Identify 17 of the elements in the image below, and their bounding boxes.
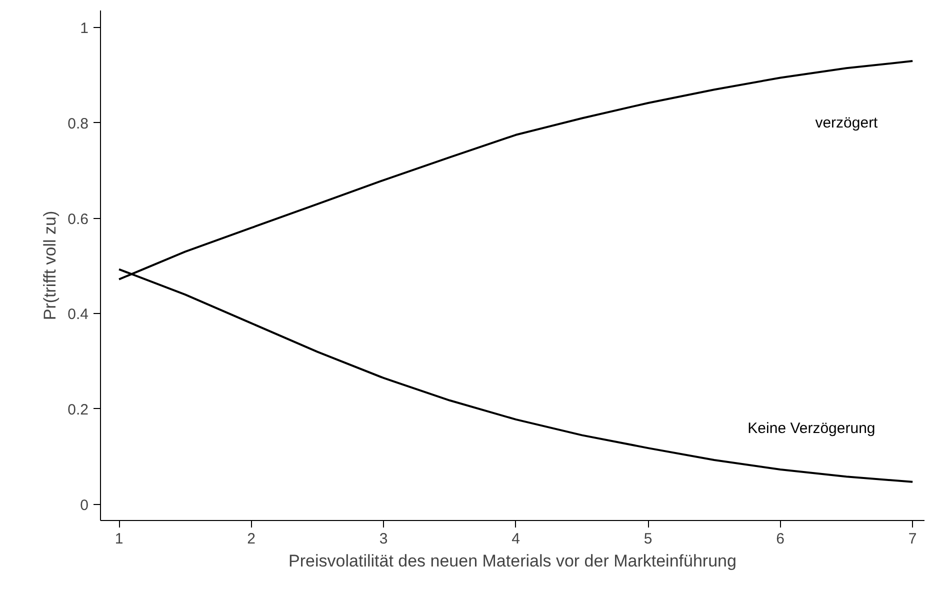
- x-tick-label: 7: [908, 530, 917, 548]
- x-tick-label: 4: [512, 530, 520, 548]
- x-tick-label: 6: [776, 530, 785, 548]
- x-tick-label: 1: [114, 530, 124, 548]
- x-axis-title: Preisvolatilität des neuen Materials vor der Markteinführung: [288, 552, 736, 570]
- x-tick-label: 5: [644, 530, 652, 548]
- y-tick-label: 0.8: [68, 115, 89, 132]
- x-tick-label: 2: [247, 530, 256, 548]
- y-tick-label: 0: [80, 496, 88, 514]
- y-tick-label: 0.6: [68, 210, 89, 228]
- y-tick-label: 0.2: [68, 401, 89, 418]
- y-tick-label: 0.4: [68, 306, 89, 324]
- x-tick-label: 3: [379, 530, 388, 548]
- text: verzögert: [815, 114, 879, 132]
- y-axis-title: Pr(trifft voll zu): [40, 210, 60, 320]
- series-label: Keine Verzögerung: [748, 420, 876, 438]
- y-tick-label: 1: [80, 20, 88, 38]
